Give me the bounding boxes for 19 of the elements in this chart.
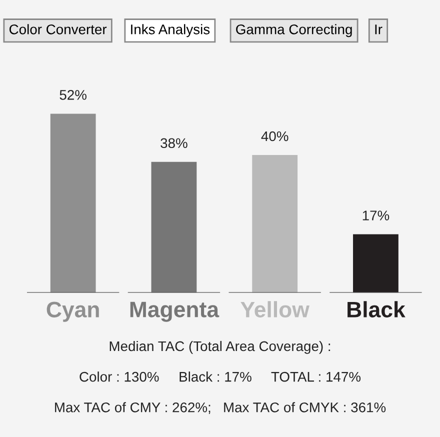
bar: [252, 155, 298, 293]
text: Color : 130% Black : 17% TOTAL : 147%: [80, 372, 361, 382]
text: Gamma Correcting: [236, 24, 352, 38]
text: Color Converter: [10, 24, 107, 34]
data-label: 52%: [60, 90, 86, 100]
x-tick-label: Cyan: [46, 302, 99, 322]
x-tick-label: Yellow: [240, 301, 310, 318]
bar: [353, 234, 398, 293]
text: Inks Analysis: [131, 24, 210, 38]
bar: [151, 162, 197, 293]
x-tick-label: Magenta: [130, 302, 220, 322]
text: Ir: [375, 24, 382, 34]
bar: [50, 114, 96, 293]
data-label: 40%: [261, 131, 288, 142]
text: Median TAC (Total Area Coverage) :: [110, 340, 330, 354]
data-label: 38%: [160, 138, 188, 148]
x-tick-label: Black: [348, 301, 406, 318]
text: Max TAC of CMY : 262%; Max TAC of CMYK : 361%: [55, 402, 386, 414]
data-label: 17%: [362, 210, 390, 220]
